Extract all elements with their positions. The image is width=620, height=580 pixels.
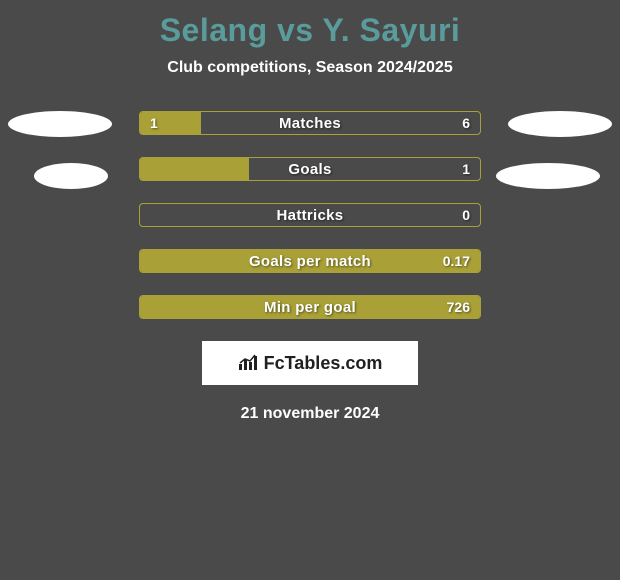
footer-date: 21 november 2024 [0,405,620,423]
stat-value-right: 726 [447,296,470,318]
bars-container: 1Matches6Goals1Hattricks0Goals per match… [139,111,481,319]
stat-label: Min per goal [140,296,480,318]
stat-bar: Min per goal726 [139,295,481,319]
stat-label: Hattricks [140,204,480,226]
stat-value-right: 1 [462,158,470,180]
stat-bar: 1Matches6 [139,111,481,135]
logo[interactable]: FcTables.com [238,353,383,374]
vs-text: vs [277,12,314,48]
stat-bar: Goals1 [139,157,481,181]
logo-text: FcTables.com [264,353,383,374]
player1-name: Selang [160,12,268,48]
logo-box: FcTables.com [202,341,418,385]
stat-value-right: 0 [462,204,470,226]
stat-bar: Hattricks0 [139,203,481,227]
decor-ellipse-right-1 [508,111,612,137]
decor-ellipse-left-1 [8,111,112,137]
page-title: Selang vs Y. Sayuri [0,0,620,49]
barchart-icon [238,354,260,372]
stat-value-right: 0.17 [443,250,470,272]
stat-label: Matches [140,112,480,134]
player2-name: Y. Sayuri [322,12,460,48]
stat-value-right: 6 [462,112,470,134]
stat-label: Goals per match [140,250,480,272]
subtitle: Club competitions, Season 2024/2025 [0,59,620,77]
stat-label: Goals [140,158,480,180]
chart-area: 1Matches6Goals1Hattricks0Goals per match… [0,111,620,319]
decor-ellipse-left-2 [34,163,108,189]
stat-bar: Goals per match0.17 [139,249,481,273]
decor-ellipse-right-2 [496,163,600,189]
